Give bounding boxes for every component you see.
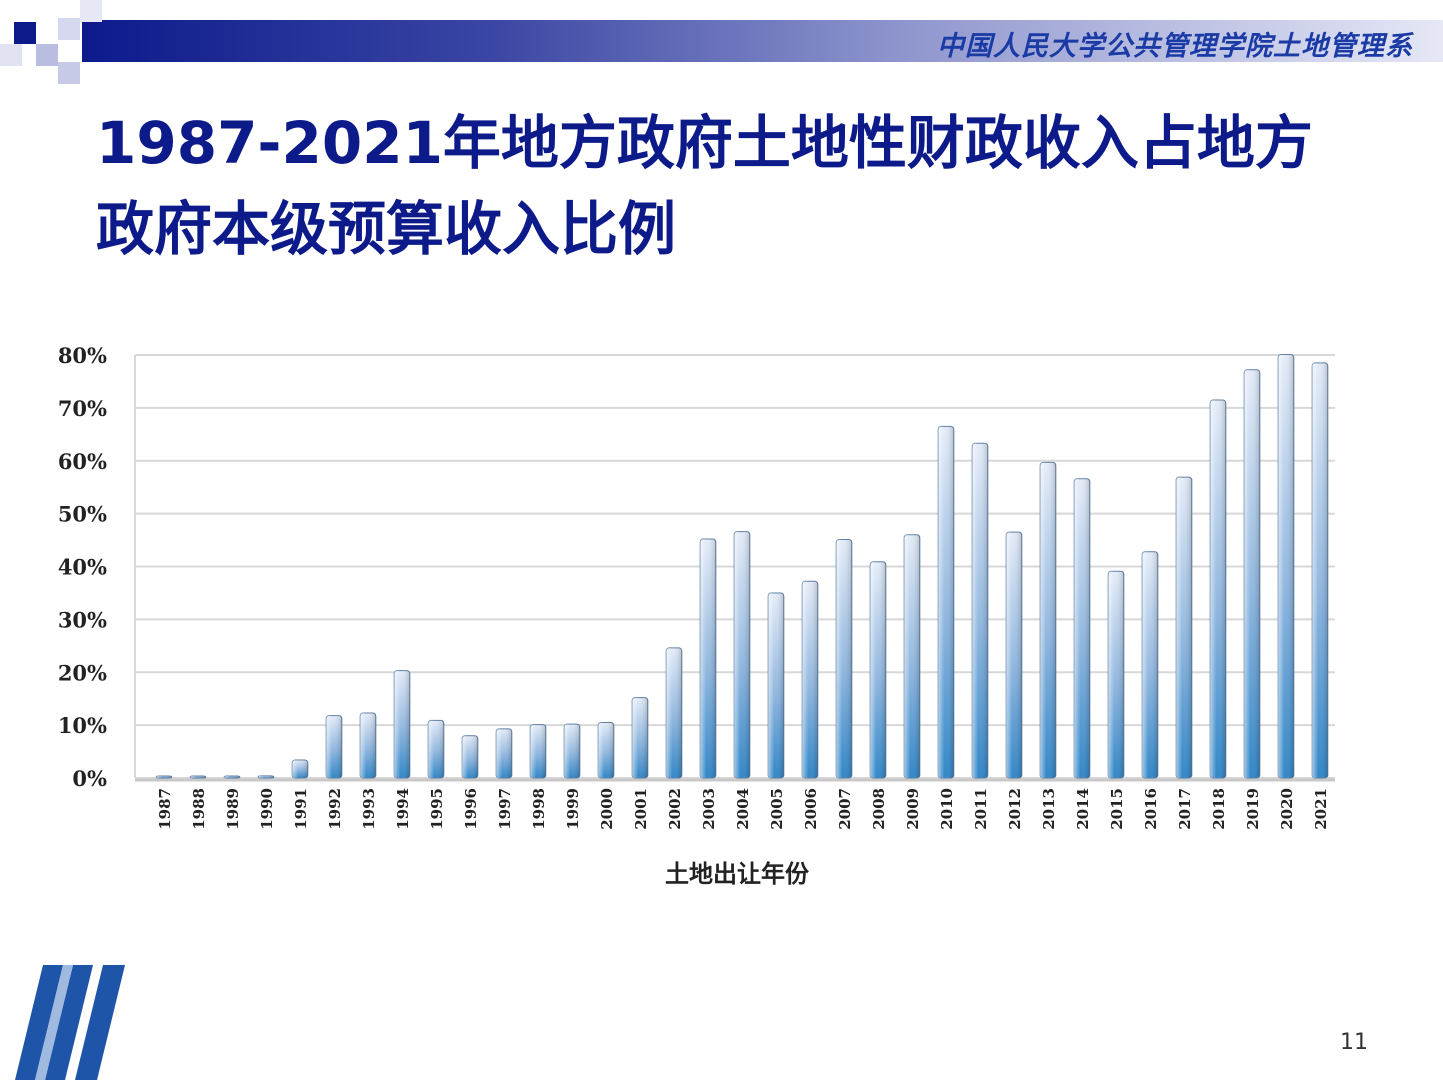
bar-shading-2007 [836, 539, 852, 778]
x-tick-label: 1999 [564, 788, 582, 830]
bar-shading-2000 [598, 722, 614, 778]
y-tick-label: 30% [58, 607, 107, 632]
x-tick-label: 2016 [1142, 788, 1160, 830]
x-tick-label: 2005 [768, 788, 786, 830]
x-tick-label: 2006 [802, 788, 820, 830]
x-tick-label: 2003 [700, 788, 718, 830]
bar-shading-1993 [360, 712, 376, 778]
x-tick-label: 2021 [1312, 788, 1330, 830]
x-tick-label: 2013 [1040, 788, 1058, 830]
x-tick-label: 2017 [1176, 788, 1194, 830]
bar-shading-2010 [938, 426, 954, 778]
x-tick-label: 2020 [1278, 788, 1296, 830]
y-tick-label: 50% [58, 502, 107, 527]
x-tick-label: 2004 [734, 788, 752, 830]
bar-shading-1995 [428, 720, 444, 778]
bar-shading-1994 [394, 670, 410, 778]
x-axis-title: 土地出让年份 [665, 859, 810, 888]
bar-shading-1999 [564, 724, 580, 778]
x-axis-tick-labels: 1987 1988 1989 1990 1991 1992 1993 1994 1995 1996… [156, 788, 1330, 830]
bar-shading-2014 [1074, 478, 1090, 778]
x-tick-label: 2019 [1244, 788, 1262, 830]
x-tick-label: 1991 [292, 788, 310, 830]
x-tick-label: 2009 [904, 788, 922, 830]
bar-shading-1987 [156, 776, 172, 778]
x-tick-label: 1995 [428, 788, 446, 830]
bar-shading-2006 [802, 581, 818, 778]
header-logo-squares [0, 0, 110, 90]
y-tick-label: 0% [72, 766, 107, 791]
y-tick-label: 10% [58, 713, 107, 738]
bar-shading-2001 [632, 697, 648, 778]
institution-name: 中国人民大学公共管理学院土地管理系 [937, 31, 1413, 62]
x-tick-label: 2010 [938, 788, 956, 830]
page-number: 11 [1340, 1030, 1368, 1055]
y-tick-label: 80% [58, 343, 107, 368]
x-tick-label: 1992 [326, 788, 344, 830]
bar-shading-1997 [496, 728, 512, 778]
x-tick-label: 2012 [1006, 788, 1024, 830]
bar-shading-2002 [666, 647, 682, 778]
x-tick-label: 2008 [870, 788, 888, 830]
y-tick-label: 20% [58, 660, 107, 685]
x-tick-label: 2014 [1074, 788, 1092, 830]
university-logo [15, 965, 125, 1080]
x-tick-label: 1996 [462, 788, 480, 830]
bar-shading-1988 [190, 776, 206, 778]
bar-shading-1989 [224, 776, 240, 778]
x-tick-label: 1994 [394, 788, 412, 830]
x-tick-label: 2002 [666, 788, 684, 830]
x-tick-label: 1988 [190, 788, 208, 830]
x-tick-label: 1990 [258, 788, 276, 830]
bar-shading-1996 [462, 735, 478, 778]
bar-shading-2021 [1312, 362, 1328, 778]
bar-shading-2008 [870, 561, 886, 778]
y-tick-label: 70% [58, 396, 107, 421]
bar-shading-2018 [1210, 399, 1226, 778]
bar-shading-2005 [768, 592, 784, 778]
bar-chart: 0%10%20%30%40%50%60%70%80% 1987 1988 1989 1… [58, 343, 1335, 888]
x-tick-label: 2007 [836, 788, 854, 830]
header-band [82, 20, 1443, 62]
bar-shading-2016 [1142, 551, 1158, 778]
x-tick-label: 2000 [598, 788, 616, 830]
bar-shading-1991 [292, 760, 308, 778]
bar-shading-2017 [1176, 477, 1192, 778]
y-tick-label: 40% [58, 555, 107, 580]
bar-shading-2003 [700, 539, 716, 778]
bar-shading-2009 [904, 534, 920, 778]
x-tick-label: 1993 [360, 788, 378, 830]
bar-shading-2020 [1278, 354, 1294, 778]
y-axis-tick-labels: 0% 10% 20% 30% 40% 50% 60% 70% 80% [58, 343, 107, 791]
x-tick-label: 2015 [1108, 788, 1126, 830]
x-tick-label: 2011 [972, 788, 990, 830]
y-tick-label: 60% [58, 449, 107, 474]
bar-shading-2011 [972, 443, 988, 778]
x-tick-label: 2001 [632, 788, 650, 830]
x-tick-label: 1989 [224, 788, 242, 830]
bar-shading-2012 [1006, 532, 1022, 778]
bar-shading-2004 [734, 531, 750, 778]
bar-shading-1998 [530, 724, 546, 778]
x-tick-label: 1997 [496, 788, 514, 830]
bar-shading-1990 [258, 775, 274, 778]
bar-shading-2015 [1108, 571, 1124, 778]
slide-title: 1987-2021年地方政府土地性财政收入占地方政府本级预算收入比例 [96, 109, 1313, 263]
x-tick-label: 1987 [156, 788, 174, 830]
bar-shading-2019 [1244, 369, 1260, 778]
bar-shading-2013 [1040, 462, 1056, 778]
x-tick-label: 1998 [530, 788, 548, 830]
bars [155, 353, 1329, 779]
bar-shading-1992 [326, 715, 342, 778]
x-tick-label: 2018 [1210, 788, 1228, 830]
